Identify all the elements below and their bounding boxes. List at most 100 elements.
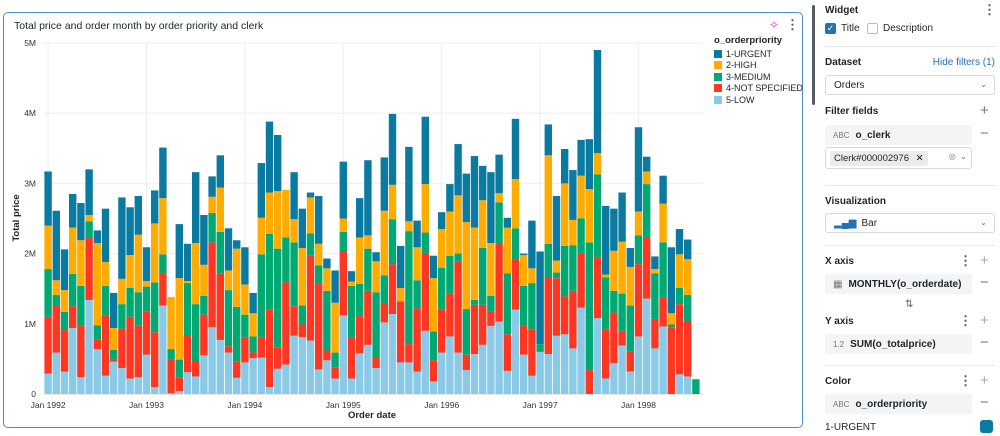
bar-segment-4-not-specified[interactable]: [274, 347, 282, 369]
bar-segment-1-urgent[interactable]: [339, 161, 347, 219]
bar-segment-2-high[interactable]: [413, 247, 421, 281]
bar-segment-1-urgent[interactable]: [52, 210, 60, 281]
bar-segment-5-low[interactable]: [134, 377, 142, 394]
bar-segment-4-not-specified[interactable]: [684, 320, 692, 377]
bar-segment-1-urgent[interactable]: [651, 256, 659, 270]
bar-segment-3-medium[interactable]: [265, 233, 274, 310]
bar-segment-1-urgent[interactable]: [364, 160, 372, 236]
legend-item[interactable]: 1-URGENT: [714, 48, 803, 60]
bar-segment-3-medium[interactable]: [495, 202, 503, 244]
bar-segment-2-high[interactable]: [372, 261, 380, 293]
bar-segment-3-medium[interactable]: [282, 237, 290, 283]
kebab-icon[interactable]: ⋮: [786, 17, 799, 32]
bar-segment-4-not-specified[interactable]: [372, 357, 380, 369]
bar-segment-5-low[interactable]: [224, 352, 233, 394]
bar-segment-4-not-specified[interactable]: [306, 255, 315, 341]
bar-segment-5-low[interactable]: [118, 368, 126, 394]
bar-segment-2-high[interactable]: [618, 241, 626, 294]
bar-segment-3-medium[interactable]: [208, 212, 216, 243]
bar-segment-3-medium[interactable]: [126, 287, 134, 317]
bar-segment-2-high[interactable]: [298, 247, 306, 306]
bar-segment-5-low[interactable]: [159, 305, 167, 394]
bar-segment-5-low[interactable]: [142, 354, 151, 394]
bar-segment-1-urgent[interactable]: [233, 240, 241, 249]
bar-segment-2-high[interactable]: [462, 222, 470, 310]
bar-segment-1-urgent[interactable]: [397, 245, 405, 288]
bar-segment-4-not-specified[interactable]: [487, 311, 495, 326]
bar-segment-5-low[interactable]: [462, 370, 470, 394]
bar-segment-1-urgent[interactable]: [454, 144, 462, 196]
bar-segment-4-not-specified[interactable]: [77, 325, 85, 378]
bar-segment-5-low[interactable]: [413, 371, 421, 394]
bar-segment-2-high[interactable]: [520, 255, 528, 286]
y-axis-minus-icon[interactable]: −: [980, 334, 989, 351]
bar-segment-4-not-specified[interactable]: [454, 261, 462, 353]
bar-segment-2-high[interactable]: [684, 259, 692, 296]
bar-segment-5-low[interactable]: [446, 336, 454, 394]
bar-segment-2-high[interactable]: [290, 219, 298, 243]
bar-segment-4-not-specified[interactable]: [569, 290, 577, 349]
bar-segment-4-not-specified[interactable]: [356, 316, 364, 354]
bar-segment-4-not-specified[interactable]: [429, 360, 438, 382]
bar-segment-4-not-specified[interactable]: [675, 304, 684, 375]
bar-segment-4-not-specified[interactable]: [659, 297, 667, 327]
bar-segment-3-medium[interactable]: [200, 295, 208, 315]
bar-segment-5-low[interactable]: [511, 309, 520, 394]
bar-segment-1-urgent[interactable]: [413, 220, 421, 248]
bar-segment-3-medium[interactable]: [77, 285, 85, 326]
bar-segment-2-high[interactable]: [364, 235, 372, 249]
bar-segment-3-medium[interactable]: [110, 349, 118, 360]
bar-segment-1-urgent[interactable]: [306, 192, 315, 198]
bar-segment-4-not-specified[interactable]: [610, 312, 618, 364]
bar-segment-4-not-specified[interactable]: [347, 337, 356, 379]
bar-segment-4-not-specified[interactable]: [183, 335, 192, 373]
bar-segment-5-low[interactable]: [454, 352, 462, 394]
bar-segment-2-high[interactable]: [429, 278, 438, 332]
bar-segment-2-high[interactable]: [602, 274, 610, 278]
bar-segment-5-low[interactable]: [651, 348, 659, 394]
bar-segment-2-high[interactable]: [659, 203, 667, 243]
bar-segment-1-urgent[interactable]: [544, 124, 552, 156]
bar-segment-1-urgent[interactable]: [520, 253, 528, 256]
bar-segment-5-low[interactable]: [364, 344, 372, 394]
bar-segment-3-medium[interactable]: [183, 283, 192, 336]
bar-segment-1-urgent[interactable]: [561, 149, 569, 184]
bar-segment-4-not-specified[interactable]: [634, 264, 643, 337]
bar-segment-4-not-specified[interactable]: [561, 296, 569, 335]
bar-segment-4-not-specified[interactable]: [126, 316, 134, 379]
bar-segment-2-high[interactable]: [380, 210, 388, 276]
bar-segment-1-urgent[interactable]: [634, 127, 643, 212]
bar-segment-2-high[interactable]: [306, 197, 315, 234]
bar-segment-2-high[interactable]: [421, 184, 429, 233]
bar-segment-2-high[interactable]: [593, 153, 602, 175]
bar-segment-5-low[interactable]: [60, 371, 69, 394]
bar-segment-1-urgent[interactable]: [380, 157, 388, 211]
bar-segment-3-medium[interactable]: [151, 282, 159, 333]
bar-segment-3-medium[interactable]: [356, 283, 364, 317]
bar-segment-1-urgent[interactable]: [356, 198, 364, 238]
bar-segment-3-medium[interactable]: [520, 285, 528, 326]
bar-segment-3-medium[interactable]: [216, 231, 224, 274]
filter-field-o-clerk[interactable]: ABC o_clerk: [825, 125, 972, 145]
bar-segment-4-not-specified[interactable]: [257, 337, 265, 358]
bar-segment-5-low[interactable]: [561, 334, 569, 394]
bar-segment-4-not-specified[interactable]: [364, 290, 372, 345]
bar-segment-5-low[interactable]: [265, 386, 274, 394]
bar-segment-2-high[interactable]: [347, 281, 356, 286]
bar-segment-4-not-specified[interactable]: [93, 339, 101, 350]
bar-segment-5-low[interactable]: [347, 378, 356, 394]
y-axis-kebab-icon[interactable]: ⋮: [959, 313, 972, 328]
bar-segment-5-low[interactable]: [520, 354, 528, 394]
bar-segment-4-not-specified[interactable]: [511, 259, 520, 310]
bar-segment-3-medium[interactable]: [298, 305, 306, 325]
bar-segment-4-not-specified[interactable]: [438, 309, 446, 353]
bar-segment-4-not-specified[interactable]: [503, 334, 511, 371]
bar-segment-2-high[interactable]: [274, 191, 282, 249]
bar-segment-1-urgent[interactable]: [224, 228, 233, 271]
bar-segment-1-urgent[interactable]: [249, 292, 257, 314]
bar-segment-5-low[interactable]: [192, 376, 200, 394]
bar-segment-1-urgent[interactable]: [495, 154, 503, 194]
bar-segment-4-not-specified[interactable]: [282, 282, 290, 365]
bar-segment-2-high[interactable]: [126, 255, 134, 288]
bar-segment-2-high[interactable]: [60, 290, 69, 312]
